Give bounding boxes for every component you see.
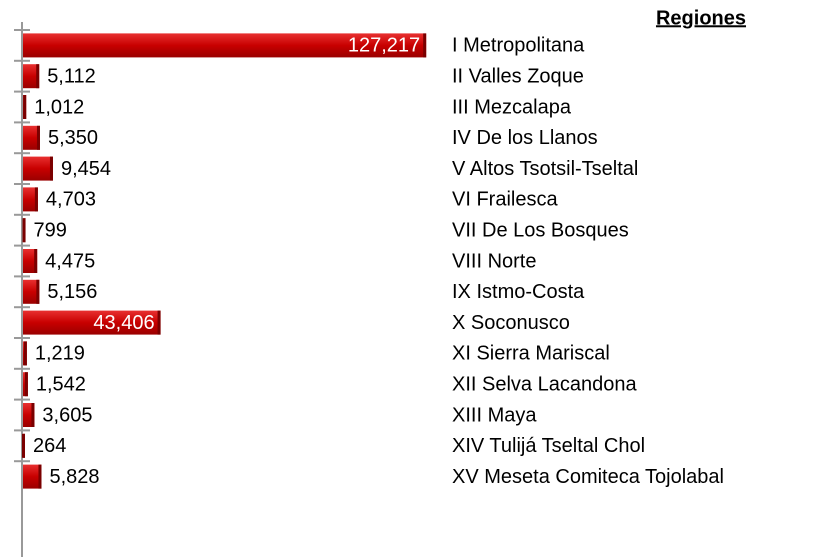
category-label: II Valles Zoque — [452, 65, 584, 87]
category-label: XIV Tulijá Tseltal Chol — [452, 435, 645, 457]
bar — [23, 64, 40, 89]
bar-edge — [31, 403, 35, 427]
category-label: I Metropolitana — [452, 35, 585, 57]
category-label: V Altos Tsotsil-Tseltal — [452, 158, 638, 180]
value-label: 799 — [34, 219, 67, 241]
value-label: 1,542 — [36, 373, 86, 395]
bar — [23, 279, 40, 304]
bar-edge — [36, 279, 40, 304]
value-label: 9,454 — [61, 158, 111, 180]
category-label: III Mezcalapa — [452, 96, 572, 118]
value-label: 4,703 — [46, 189, 96, 211]
bar — [23, 187, 38, 212]
category-label: XII Selva Lacandona — [452, 373, 637, 395]
bar-edge — [22, 218, 26, 243]
category-label: VIII Norte — [452, 250, 536, 272]
value-label: 4,475 — [45, 250, 95, 272]
bar-edge — [22, 433, 25, 458]
value-label: 1,219 — [35, 343, 85, 365]
bar — [23, 33, 427, 58]
bar — [23, 403, 35, 427]
category-label: IV De los Llanos — [452, 127, 598, 149]
category-label: VII De Los Bosques — [452, 219, 629, 241]
value-label: 264 — [33, 435, 66, 457]
value-label: 5,156 — [47, 281, 97, 303]
bar — [23, 125, 40, 150]
bar-edge — [34, 187, 38, 212]
value-label: 5,828 — [49, 466, 99, 488]
bar — [23, 156, 53, 181]
value-label: 5,112 — [47, 65, 96, 87]
bar-edge — [157, 310, 161, 335]
value-label: 1,012 — [34, 96, 84, 118]
category-label: IX Istmo-Costa — [452, 281, 585, 303]
category-label: XI Sierra Mariscal — [452, 343, 610, 365]
bar-edge — [49, 156, 53, 181]
category-label: XIII Maya — [452, 404, 537, 426]
value-label: 5,350 — [48, 127, 98, 149]
bar-edge — [34, 249, 38, 273]
value-label: 3,605 — [42, 404, 92, 426]
bar-edge — [36, 125, 40, 150]
bar — [23, 464, 42, 489]
bar — [23, 310, 161, 335]
bar — [23, 249, 38, 273]
bar-edge — [23, 95, 27, 119]
category-label: X Soconusco — [452, 312, 570, 334]
bar-edge — [24, 372, 28, 397]
bar-edge — [38, 464, 42, 489]
legend-title: Regiones — [656, 7, 746, 29]
category-label: VI Frailesca — [452, 189, 558, 211]
bar-edge — [423, 33, 427, 58]
value-label: 127,217 — [348, 35, 420, 57]
bar-edge — [36, 64, 40, 89]
value-label: 43,406 — [93, 312, 154, 334]
bar-edge — [23, 341, 27, 366]
category-label: XV Meseta Comiteca Tojolabal — [452, 466, 724, 488]
